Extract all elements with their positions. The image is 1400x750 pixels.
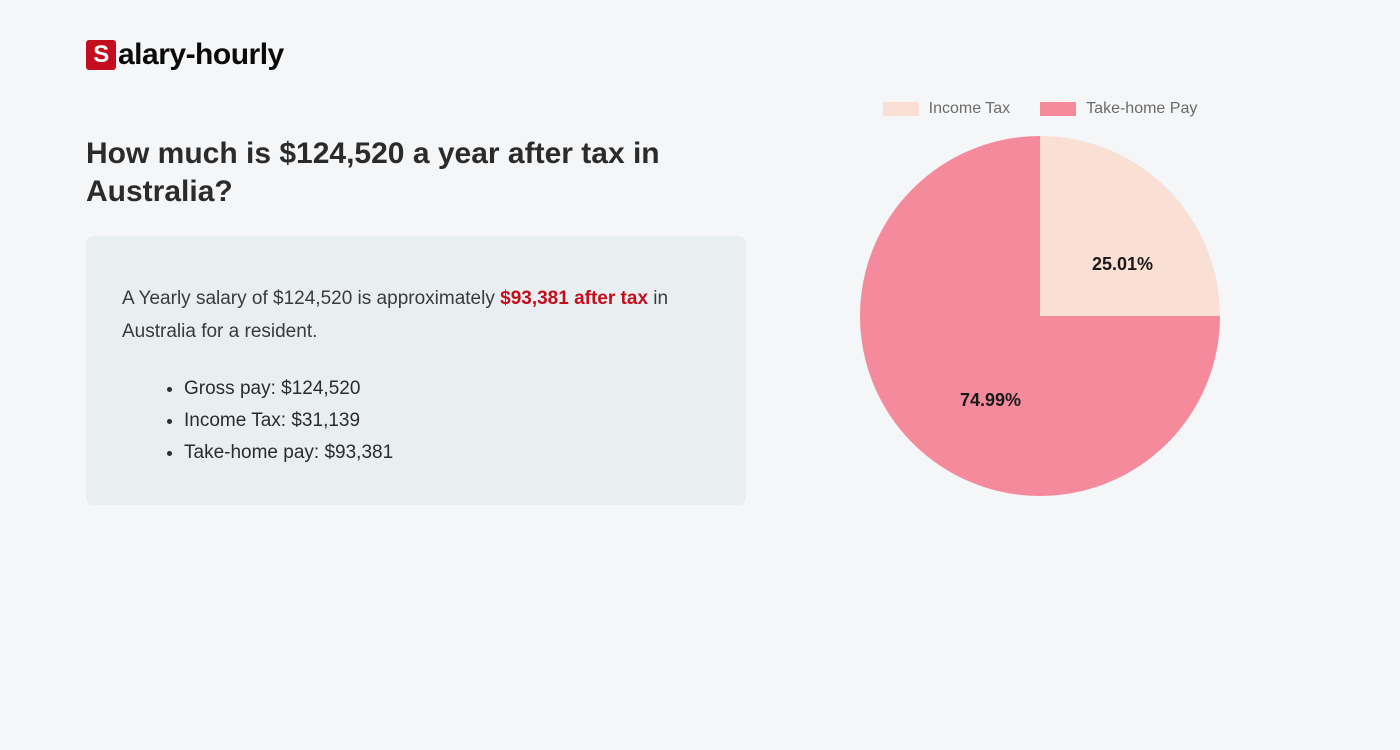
- logo-rest: alary-hourly: [118, 38, 284, 72]
- legend-label: Income Tax: [929, 100, 1011, 118]
- legend-swatch: [1040, 102, 1076, 116]
- list-item: Take-home pay: $93,381: [184, 437, 710, 469]
- page-title: How much is $124,520 a year after tax in…: [86, 135, 666, 210]
- list-item: Income Tax: $31,139: [184, 405, 710, 437]
- legend-item-income-tax: Income Tax: [883, 100, 1011, 118]
- site-logo: Salary-hourly: [86, 38, 284, 72]
- legend-swatch: [883, 102, 919, 116]
- list-item: Gross pay: $124,520: [184, 373, 710, 405]
- summary-text: A Yearly salary of $124,520 is approxima…: [122, 282, 710, 349]
- pie-chart-area: Income Tax Take-home Pay 25.01% 74.99%: [820, 100, 1260, 496]
- pie-wrap: 25.01% 74.99%: [860, 136, 1220, 496]
- pie-label-take-home: 74.99%: [960, 390, 1021, 411]
- pie-chart: [860, 136, 1220, 496]
- summary-list: Gross pay: $124,520 Income Tax: $31,139 …: [122, 373, 710, 470]
- pie-label-income-tax: 25.01%: [1092, 254, 1153, 275]
- chart-legend: Income Tax Take-home Pay: [820, 100, 1260, 118]
- summary-pre: A Yearly salary of $124,520 is approxima…: [122, 288, 500, 309]
- legend-label: Take-home Pay: [1086, 100, 1197, 118]
- summary-box: A Yearly salary of $124,520 is approxima…: [86, 236, 746, 505]
- summary-highlight: $93,381 after tax: [500, 288, 648, 309]
- logo-s-block: S: [86, 40, 116, 70]
- legend-item-take-home: Take-home Pay: [1040, 100, 1197, 118]
